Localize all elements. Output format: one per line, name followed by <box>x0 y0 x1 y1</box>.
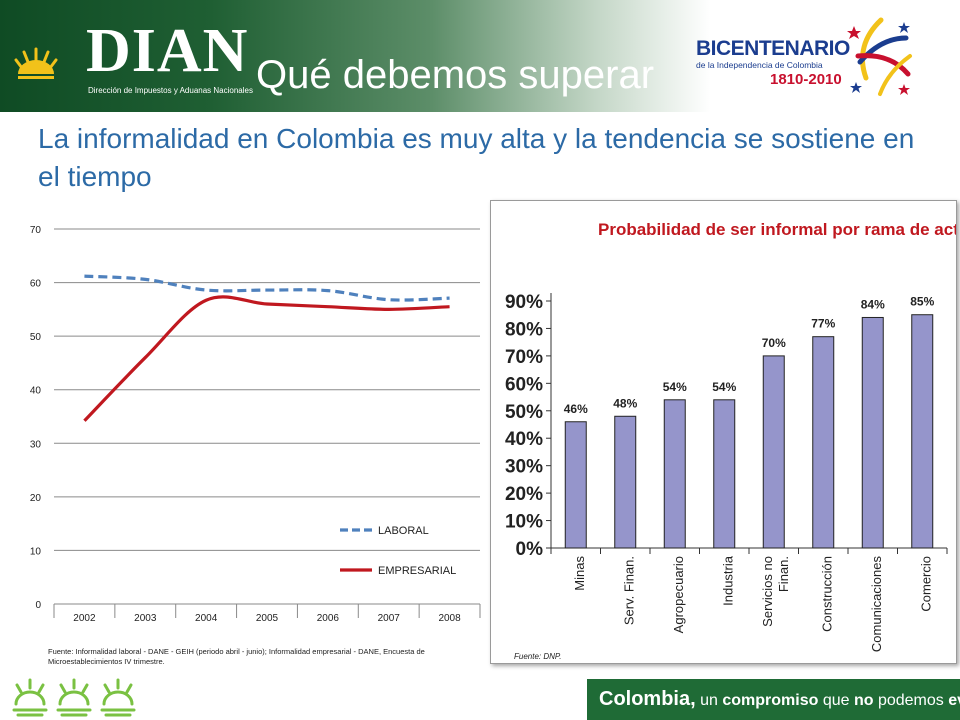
bicentenario-logo: BICENTENARIO de la Independencia de Colo… <box>696 37 850 89</box>
dian-sun-logo-icon <box>14 26 64 90</box>
sector-informality-bar-chart: Probabilidad de ser informal por rama de… <box>505 220 960 653</box>
header-banner: DIAN Dirección de Impuestos y Aduanas Na… <box>0 0 960 112</box>
footer-slogan: Colombia, un compromiso que no podemos e… <box>599 686 960 714</box>
bar-2 <box>663 399 686 549</box>
bar-chart-title: Probabilidad de ser informal por rama de… <box>598 220 956 239</box>
bar-chart-x-tick-label: Agropecuario <box>671 556 686 633</box>
footer-word-no: no <box>853 692 874 709</box>
legend-label-empresarial: EMPRESARIAL <box>378 565 456 577</box>
bar-chart-y-tick-label: 30% <box>505 457 543 478</box>
bar-4 <box>762 355 785 549</box>
dian-logo-subtitle: Dirección de Impuestos y Aduanas Naciona… <box>88 86 253 95</box>
bar-chart-x-tick-label: Industria <box>720 555 735 606</box>
bar-chart-source-note: Fuente: DNP. <box>514 652 562 661</box>
bar-chart-y-tick-label: 10% <box>505 512 543 533</box>
footer-text-part1: un <box>695 692 723 709</box>
line-chart-y-tick-label: 20 <box>30 493 42 504</box>
line-chart-y-tick-label: 50 <box>30 332 42 343</box>
bar-chart-x-tick-label: Comunicaciones <box>869 556 884 653</box>
footer-suns-decoration-icon <box>12 678 136 717</box>
bar-chart-x-tick-label: Comercio <box>918 556 933 612</box>
bar-6 <box>861 316 884 549</box>
bar-chart-x-tick-label: Serv. Finan. <box>621 556 636 625</box>
bar-chart-y-tick-label: 80% <box>505 319 543 340</box>
line-chart-x-tick-label: 2007 <box>378 613 401 624</box>
line-chart-y-tick-label: 40 <box>30 386 42 397</box>
bar-3 <box>713 399 736 549</box>
bar-chart-y-tick-label: 90% <box>505 292 543 313</box>
line-chart-y-tick-label: 10 <box>30 546 42 557</box>
line-chart-y-tick-label: 0 <box>35 600 41 611</box>
bicentenario-subtitle: de la Independencia de Colombia <box>696 60 823 70</box>
footer-banner: Colombia, un compromiso que no podemos e… <box>587 679 960 720</box>
line-chart-x-tick-label: 2004 <box>195 613 218 624</box>
footer-brand: Colombia, <box>599 688 696 710</box>
bar-0 <box>564 421 587 549</box>
line-series-laboral <box>84 274 450 302</box>
line-chart-y-tick-label: 70 <box>30 225 42 236</box>
bar-chart-x-tick-label: Construcción <box>819 556 834 632</box>
bar-chart-x-tick-label: Servicios noFinan. <box>760 556 791 627</box>
footer-text-part2: que <box>818 692 854 709</box>
bar-1 <box>614 415 637 549</box>
bar-chart-x-tick-label: Minas <box>572 556 587 591</box>
line-chart-source-note: Fuente: Informalidad laboral - DANE - GE… <box>48 647 425 666</box>
bar-data-label: 54% <box>712 380 736 394</box>
line-chart-x-tick-label: 2002 <box>73 613 96 624</box>
bar-chart-y-tick-label: 20% <box>505 484 543 505</box>
bar-data-label: 48% <box>613 396 637 410</box>
slide-subtitle: La informalidad en Colombia es muy alta … <box>38 123 915 192</box>
bar-chart-y-tick-label: 60% <box>505 374 543 395</box>
dian-logo-text: DIAN <box>86 17 249 85</box>
bicentenario-title: BICENTENARIO <box>696 37 850 60</box>
bar-data-label: 77% <box>811 317 835 331</box>
footer-word-evadir: evadir. <box>948 692 960 709</box>
bar-data-label: 46% <box>564 402 588 416</box>
line-chart-x-tick-label: 2003 <box>134 613 157 624</box>
bicentenario-star-icon <box>847 17 912 96</box>
bar-chart-y-tick-label: 0% <box>516 539 544 560</box>
line-chart-x-tick-label: 2006 <box>317 613 340 624</box>
bar-chart-y-tick-label: 50% <box>505 402 543 423</box>
legend-label-laboral: LABORAL <box>378 525 429 537</box>
line-chart-y-tick-label: 30 <box>30 439 42 450</box>
bar-chart-y-tick-label: 70% <box>505 347 543 368</box>
bar-data-label: 54% <box>663 380 687 394</box>
line-series-empresarial <box>83 295 450 422</box>
bar-chart-y-tick-label: 40% <box>505 429 543 450</box>
bar-data-label: 85% <box>910 295 934 309</box>
sector-bar-chart-panel: Probabilidad de ser informal por rama de… <box>490 200 960 664</box>
footer-text-part3: podemos <box>873 692 949 709</box>
slide-title: Qué debemos superar <box>256 53 655 97</box>
bar-data-label: 70% <box>762 336 786 350</box>
line-chart-y-tick-label: 60 <box>30 279 42 290</box>
informality-line-chart: 0 10 20 30 40 50 60 70 2002 2003 2004 2005 2006 2007 2… <box>30 225 481 624</box>
bar-data-label: 84% <box>861 297 885 311</box>
bar-7 <box>911 314 934 549</box>
line-chart-x-tick-label: 2005 <box>256 613 279 624</box>
line-chart-x-tick-label: 2008 <box>438 613 461 624</box>
bicentenario-years: 1810-2010 <box>770 71 842 88</box>
bar-5 <box>812 336 835 549</box>
footer-word-compromiso: compromiso <box>722 692 819 709</box>
